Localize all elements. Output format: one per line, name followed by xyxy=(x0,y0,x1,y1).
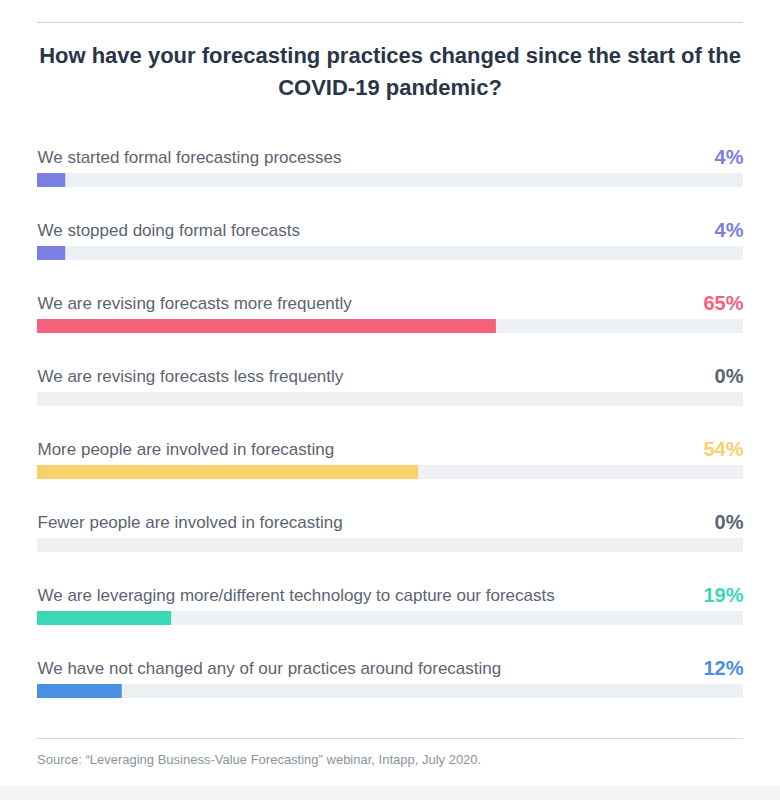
svg-text:4%: 4% xyxy=(715,219,744,241)
html-text:Source: “Leveraging Business-V: Source: “Leveraging Business-Value Forec… xyxy=(37,752,482,767)
svg-text:We started formal forecasting: We started formal forecasting processes xyxy=(38,148,342,167)
svg-text:0%: 0% xyxy=(715,365,744,387)
svg-text:Fewer people are involved in f: Fewer people are involved in forecasting xyxy=(38,513,343,532)
svg-text:12%: 12% xyxy=(703,657,743,679)
svg-text:0%: 0% xyxy=(715,511,744,533)
svg-text:We are revising forecasts less: We are revising forecasts less frequentl… xyxy=(38,367,344,386)
svg-text:We stopped doing formal foreca: We stopped doing formal forecasts xyxy=(38,221,300,240)
html-text:How have your forecasting prac: How have your forecasting practices chan… xyxy=(39,43,741,100)
svg-text:65%: 65% xyxy=(703,292,743,314)
svg-text:19%: 19% xyxy=(703,584,743,606)
svg-text:4%: 4% xyxy=(715,146,744,168)
svg-text:We are revising forecasts more: We are revising forecasts more frequentl… xyxy=(38,294,353,313)
svg-text:We are leveraging more/differe: We are leveraging more/different technol… xyxy=(38,586,555,605)
svg-text:More people are involved in fo: More people are involved in forecasting xyxy=(38,440,335,459)
svg-text:54%: 54% xyxy=(703,438,743,460)
svg-text:We have not changed any of our: We have not changed any of our practices… xyxy=(38,659,502,678)
